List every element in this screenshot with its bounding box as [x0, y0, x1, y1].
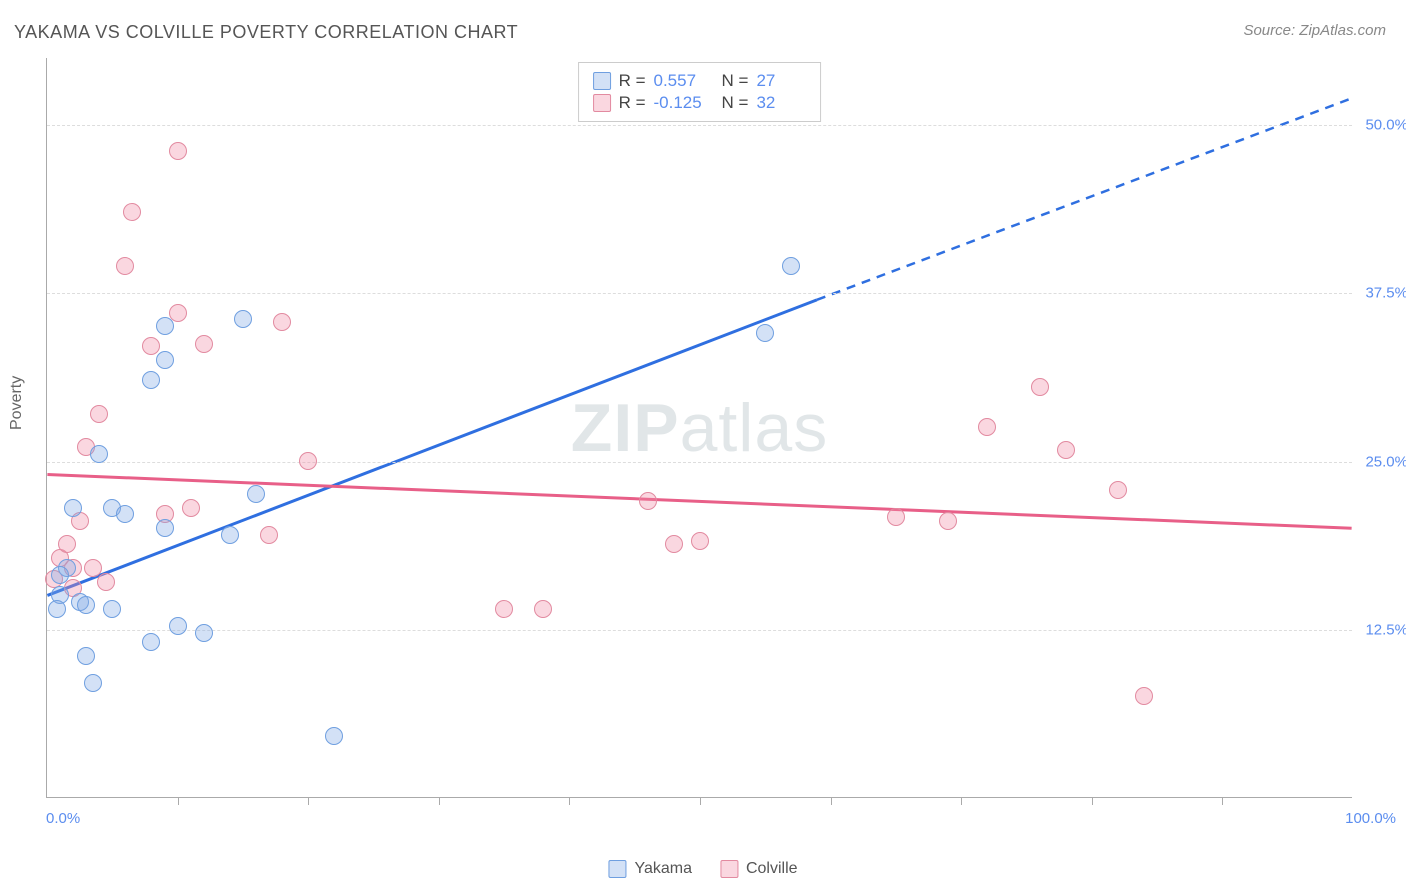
data-point-yakama	[325, 727, 343, 745]
n-value: 32	[756, 93, 806, 113]
data-point-colville	[639, 492, 657, 510]
stat-legend-row: R = 0.557 N = 27	[593, 71, 807, 91]
r-label: R =	[619, 71, 646, 91]
x-tick	[961, 797, 962, 805]
stat-legend: R = 0.557 N = 27 R = -0.125 N = 32	[578, 62, 822, 122]
x-tick	[569, 797, 570, 805]
trend-line-dash-yakama	[817, 98, 1352, 300]
data-point-yakama	[77, 647, 95, 665]
plot-area: ZIPatlas R =0.557N =27R =-0.125N =32 12.…	[46, 58, 1352, 798]
data-point-colville	[495, 600, 513, 618]
y-tick-label: 37.5%	[1358, 285, 1406, 302]
data-point-colville	[182, 499, 200, 517]
data-point-yakama	[116, 505, 134, 523]
data-point-colville	[97, 573, 115, 591]
data-point-colville	[1135, 687, 1153, 705]
data-point-colville	[665, 535, 683, 553]
data-point-yakama	[169, 617, 187, 635]
data-point-colville	[299, 452, 317, 470]
data-point-colville	[939, 512, 957, 530]
data-point-colville	[978, 418, 996, 436]
x-tick	[178, 797, 179, 805]
data-point-yakama	[84, 674, 102, 692]
data-point-colville	[58, 535, 76, 553]
gridline	[47, 293, 1352, 294]
n-label: N =	[722, 71, 749, 91]
data-point-yakama	[195, 624, 213, 642]
watermark-atlas: atlas	[680, 390, 829, 466]
watermark-zip: ZIP	[571, 390, 680, 466]
legend-swatch	[593, 72, 611, 90]
data-point-yakama	[64, 499, 82, 517]
legend-swatch	[593, 94, 611, 112]
data-point-colville	[273, 313, 291, 331]
data-point-colville	[1057, 441, 1075, 459]
y-axis-label: Poverty	[8, 376, 26, 430]
series-legend-label: Colville	[746, 860, 798, 878]
series-legend-item: Colville	[720, 860, 798, 878]
data-point-yakama	[51, 566, 69, 584]
x-tick	[1222, 797, 1223, 805]
data-point-yakama	[90, 445, 108, 463]
data-point-colville	[887, 508, 905, 526]
data-point-colville	[534, 600, 552, 618]
data-point-yakama	[247, 485, 265, 503]
series-legend-item: Yakama	[608, 860, 692, 878]
data-point-colville	[169, 142, 187, 160]
gridline	[47, 630, 1352, 631]
x-max-label: 100.0%	[1345, 810, 1396, 827]
data-point-yakama	[221, 526, 239, 544]
data-point-colville	[195, 335, 213, 353]
data-point-yakama	[77, 596, 95, 614]
data-point-colville	[1031, 378, 1049, 396]
r-value: 0.557	[654, 71, 704, 91]
legend-swatch	[720, 860, 738, 878]
y-tick-label: 12.5%	[1358, 621, 1406, 638]
r-value: -0.125	[654, 93, 704, 113]
legend-swatch	[608, 860, 626, 878]
trend-line-colville	[47, 475, 1351, 529]
data-point-yakama	[103, 600, 121, 618]
data-point-colville	[691, 532, 709, 550]
x-tick	[700, 797, 701, 805]
data-point-yakama	[756, 324, 774, 342]
x-min-label: 0.0%	[46, 810, 80, 827]
data-point-yakama	[156, 317, 174, 335]
n-value: 27	[756, 71, 806, 91]
x-tick	[308, 797, 309, 805]
data-point-yakama	[234, 310, 252, 328]
stat-legend-row: R = -0.125 N = 32	[593, 93, 807, 113]
trend-line-yakama	[47, 300, 816, 596]
series-legend-label: Yakama	[634, 860, 692, 878]
gridline	[47, 462, 1352, 463]
y-tick-label: 50.0%	[1358, 117, 1406, 134]
data-point-colville	[123, 203, 141, 221]
r-label: R =	[619, 93, 646, 113]
data-point-yakama	[156, 351, 174, 369]
data-point-yakama	[782, 257, 800, 275]
data-point-colville	[260, 526, 278, 544]
trend-lines	[47, 58, 1352, 797]
x-tick	[439, 797, 440, 805]
n-label: N =	[722, 93, 749, 113]
data-point-colville	[169, 304, 187, 322]
y-tick-label: 25.0%	[1358, 453, 1406, 470]
chart-title: YAKAMA VS COLVILLE POVERTY CORRELATION C…	[14, 22, 518, 43]
data-point-colville	[1109, 481, 1127, 499]
x-tick	[831, 797, 832, 805]
data-point-yakama	[142, 633, 160, 651]
source-label: Source: ZipAtlas.com	[1243, 22, 1386, 39]
watermark: ZIPatlas	[571, 389, 828, 467]
data-point-yakama	[48, 600, 66, 618]
series-legend: Yakama Colville	[608, 860, 797, 878]
data-point-yakama	[142, 371, 160, 389]
data-point-colville	[116, 257, 134, 275]
x-tick	[1092, 797, 1093, 805]
gridline	[47, 125, 1352, 126]
data-point-colville	[90, 405, 108, 423]
data-point-yakama	[156, 519, 174, 537]
